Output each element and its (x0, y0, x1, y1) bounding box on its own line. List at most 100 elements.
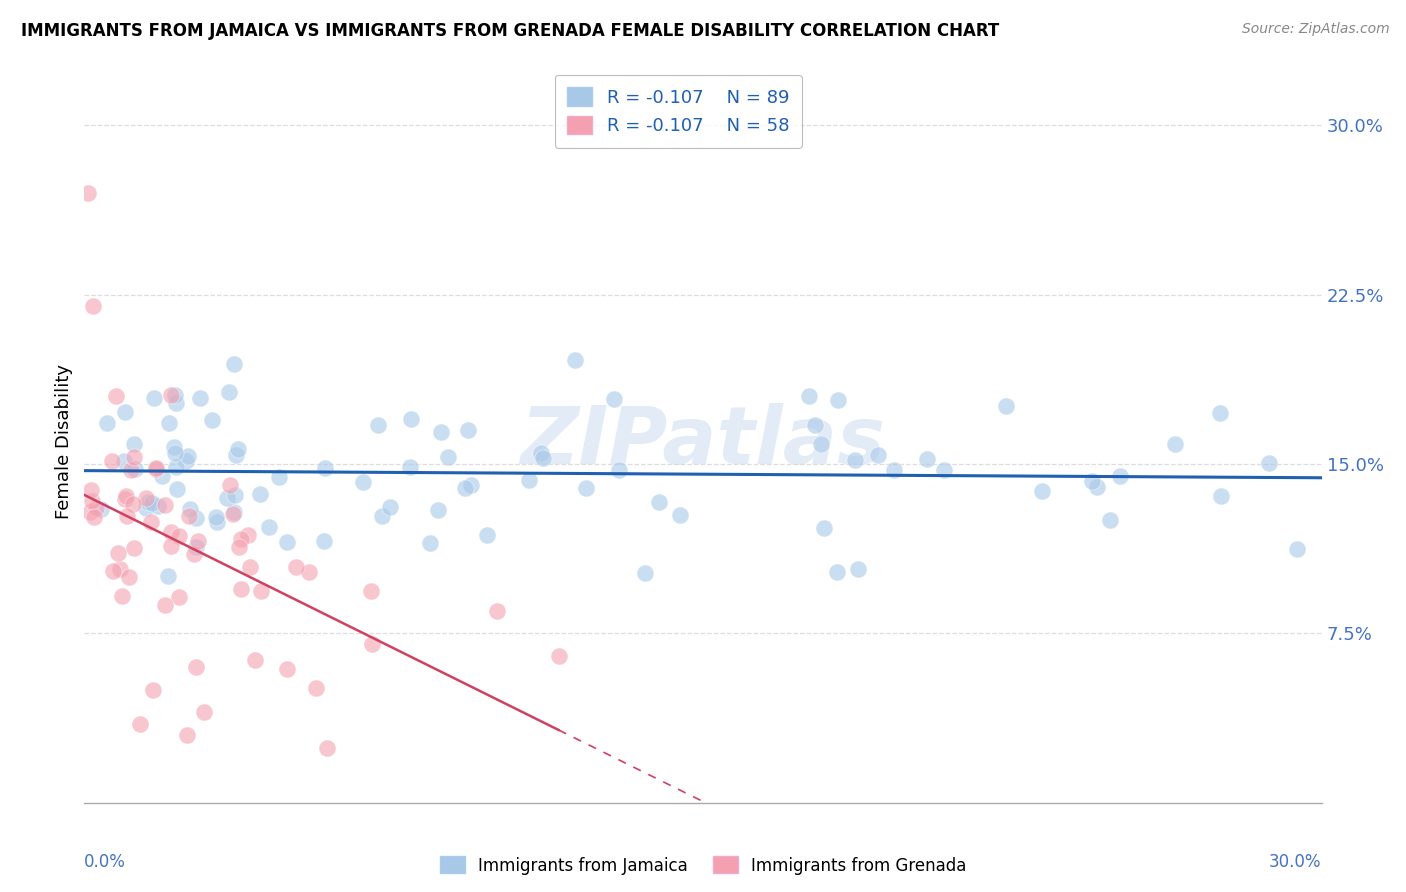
Point (226, 442, 249, 456)
Point (165, 396, 187, 410)
Point (156, 569, 179, 583)
Point (648, 494, 671, 508)
Point (813, 521, 835, 535)
Point (184, 540, 207, 554)
Point (124, 437, 146, 451)
Point (257, 519, 280, 533)
Point (84, 500, 107, 515)
Point (122, 497, 145, 511)
Point (269, 470, 291, 484)
Point (159, 524, 181, 539)
Point (90, 501, 112, 516)
Point (1031, 484, 1053, 499)
Point (224, 488, 246, 502)
Point (360, 583, 382, 598)
Point (225, 448, 247, 462)
Point (485, 604, 508, 618)
Point (101, 454, 124, 468)
Point (810, 436, 832, 450)
Point (108, 562, 131, 576)
Point (437, 450, 460, 464)
Point (1109, 468, 1132, 483)
Point (124, 462, 146, 476)
Point (160, 539, 183, 553)
Point (419, 536, 441, 550)
Legend: R = -0.107    N = 89, R = -0.107    N = 58: R = -0.107 N = 89, R = -0.107 N = 58 (554, 75, 801, 148)
Point (360, 637, 382, 651)
Point (82, 494, 104, 508)
Point (1098, 513, 1121, 527)
Point (249, 486, 271, 500)
Point (159, 388, 181, 402)
Point (112, 453, 135, 467)
Point (122, 541, 145, 556)
Point (135, 501, 157, 516)
Point (846, 562, 869, 576)
Point (517, 473, 540, 487)
Point (477, 528, 499, 542)
Point (146, 499, 169, 513)
Point (205, 515, 228, 529)
Point (1085, 480, 1108, 494)
Point (218, 384, 240, 399)
Point (155, 598, 177, 612)
Point (426, 503, 449, 517)
Point (101, 564, 124, 578)
Point (79, 506, 101, 520)
Point (250, 584, 273, 599)
Point (399, 460, 422, 475)
Point (169, 590, 191, 604)
Point (183, 548, 205, 562)
Point (177, 449, 200, 463)
Point (228, 540, 250, 554)
Point (114, 405, 136, 419)
Point (166, 482, 188, 496)
Text: 0.0%: 0.0% (84, 854, 127, 871)
Point (139, 515, 162, 529)
Point (314, 461, 336, 475)
Point (668, 508, 690, 522)
Point (378, 500, 401, 515)
Point (797, 389, 820, 403)
Point (145, 461, 167, 475)
Point (315, 740, 337, 755)
Text: IMMIGRANTS FROM JAMAICA VS IMMIGRANTS FROM GRENADA FEMALE DISABILITY CORRELATION: IMMIGRANTS FROM JAMAICA VS IMMIGRANTS FR… (21, 22, 1000, 40)
Point (163, 388, 186, 402)
Point (96, 416, 118, 430)
Point (193, 706, 215, 720)
Point (276, 534, 298, 549)
Point (1209, 407, 1232, 421)
Point (305, 681, 328, 695)
Point (1211, 489, 1233, 503)
Text: ZIPatlas: ZIPatlas (520, 402, 886, 481)
Point (118, 570, 141, 584)
Point (460, 477, 482, 491)
Point (602, 392, 624, 407)
Point (429, 425, 451, 439)
Point (457, 423, 479, 437)
Point (883, 462, 905, 476)
Point (205, 509, 228, 524)
Point (82, 299, 104, 313)
Point (150, 469, 173, 483)
Point (157, 416, 180, 430)
Point (142, 682, 165, 697)
Point (179, 501, 201, 516)
Point (145, 461, 167, 475)
Point (184, 659, 207, 673)
Point (371, 508, 394, 523)
Point (115, 508, 138, 523)
Point (575, 482, 598, 496)
Point (188, 392, 211, 406)
Point (184, 511, 207, 525)
Point (312, 534, 335, 549)
Point (218, 478, 240, 492)
Point (229, 532, 252, 546)
Point (107, 547, 129, 561)
Point (238, 528, 260, 542)
Point (121, 462, 143, 476)
Point (634, 566, 657, 580)
Point (825, 565, 848, 579)
Point (453, 481, 475, 495)
Point (141, 496, 163, 510)
